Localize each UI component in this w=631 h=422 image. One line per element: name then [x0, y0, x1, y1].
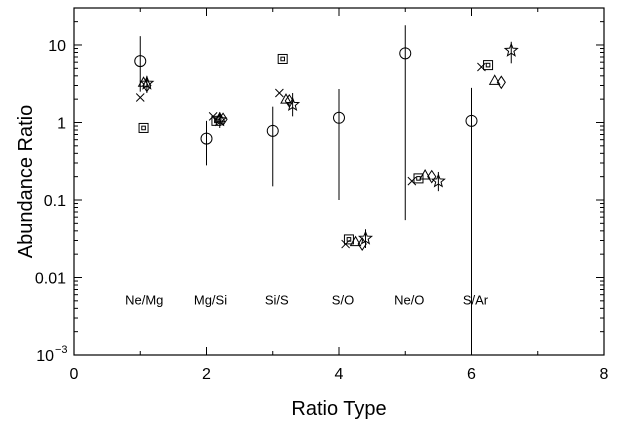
data-point-cross — [135, 93, 145, 102]
annotations: Ne/Mg Mg/Si Si/S S/O Ne/O S/Ar — [125, 292, 489, 307]
data-point-square — [483, 60, 494, 71]
data-point-circle — [399, 47, 412, 60]
data-point-star — [285, 96, 301, 111]
ratio-label: Si/S — [265, 292, 289, 307]
data-point-diamond — [427, 169, 437, 184]
data-point-diamond — [496, 75, 506, 90]
y-tick-label: 10 — [48, 38, 66, 55]
x-axis-title: Ratio Type — [291, 398, 386, 420]
y-tick-label: 10 — [36, 348, 54, 365]
data-point-diamond — [142, 78, 152, 93]
data-point-star — [358, 230, 373, 245]
data-point-square — [138, 122, 149, 133]
error-bars — [139, 25, 512, 355]
data-markers — [134, 42, 519, 251]
data-point-star — [139, 75, 155, 90]
ratio-label: S/O — [332, 292, 354, 307]
data-point-triangle — [349, 235, 362, 247]
data-point-square — [277, 53, 288, 64]
x-tick-label: 8 — [600, 366, 609, 383]
ratio-label: S/Ar — [463, 292, 489, 307]
data-point-circle — [333, 111, 345, 124]
data-point-cross — [275, 88, 284, 98]
y-tick-label: 1 — [57, 115, 66, 132]
y-axis-title: Abundance Ratio — [15, 105, 37, 258]
ratio-label: Ne/O — [394, 292, 424, 307]
data-point-cross — [407, 176, 417, 186]
x-tick-label: 4 — [335, 366, 344, 383]
data-point-circle — [134, 55, 147, 68]
data-point-circle — [465, 114, 478, 127]
ratio-label: Mg/Si — [194, 292, 227, 307]
data-point-circle — [200, 132, 213, 145]
x-tick-label: 0 — [70, 366, 79, 383]
ratio-label: Ne/Mg — [125, 292, 163, 307]
y-tick-exponent: −3 — [55, 344, 68, 356]
data-point-triangle — [488, 74, 501, 85]
data-point-star — [503, 42, 519, 57]
y-tick-label: 0.01 — [35, 270, 66, 287]
x-tick-label: 2 — [202, 366, 211, 383]
x-tick-label: 6 — [467, 366, 476, 383]
data-point-triangle — [419, 168, 431, 180]
data-point-star — [430, 173, 446, 188]
data-point-circle — [266, 124, 279, 137]
y-tick-label: 0.1 — [44, 193, 66, 210]
data-point-star — [212, 112, 228, 127]
data-point-triangle — [280, 93, 292, 104]
data-point-square — [343, 234, 354, 245]
